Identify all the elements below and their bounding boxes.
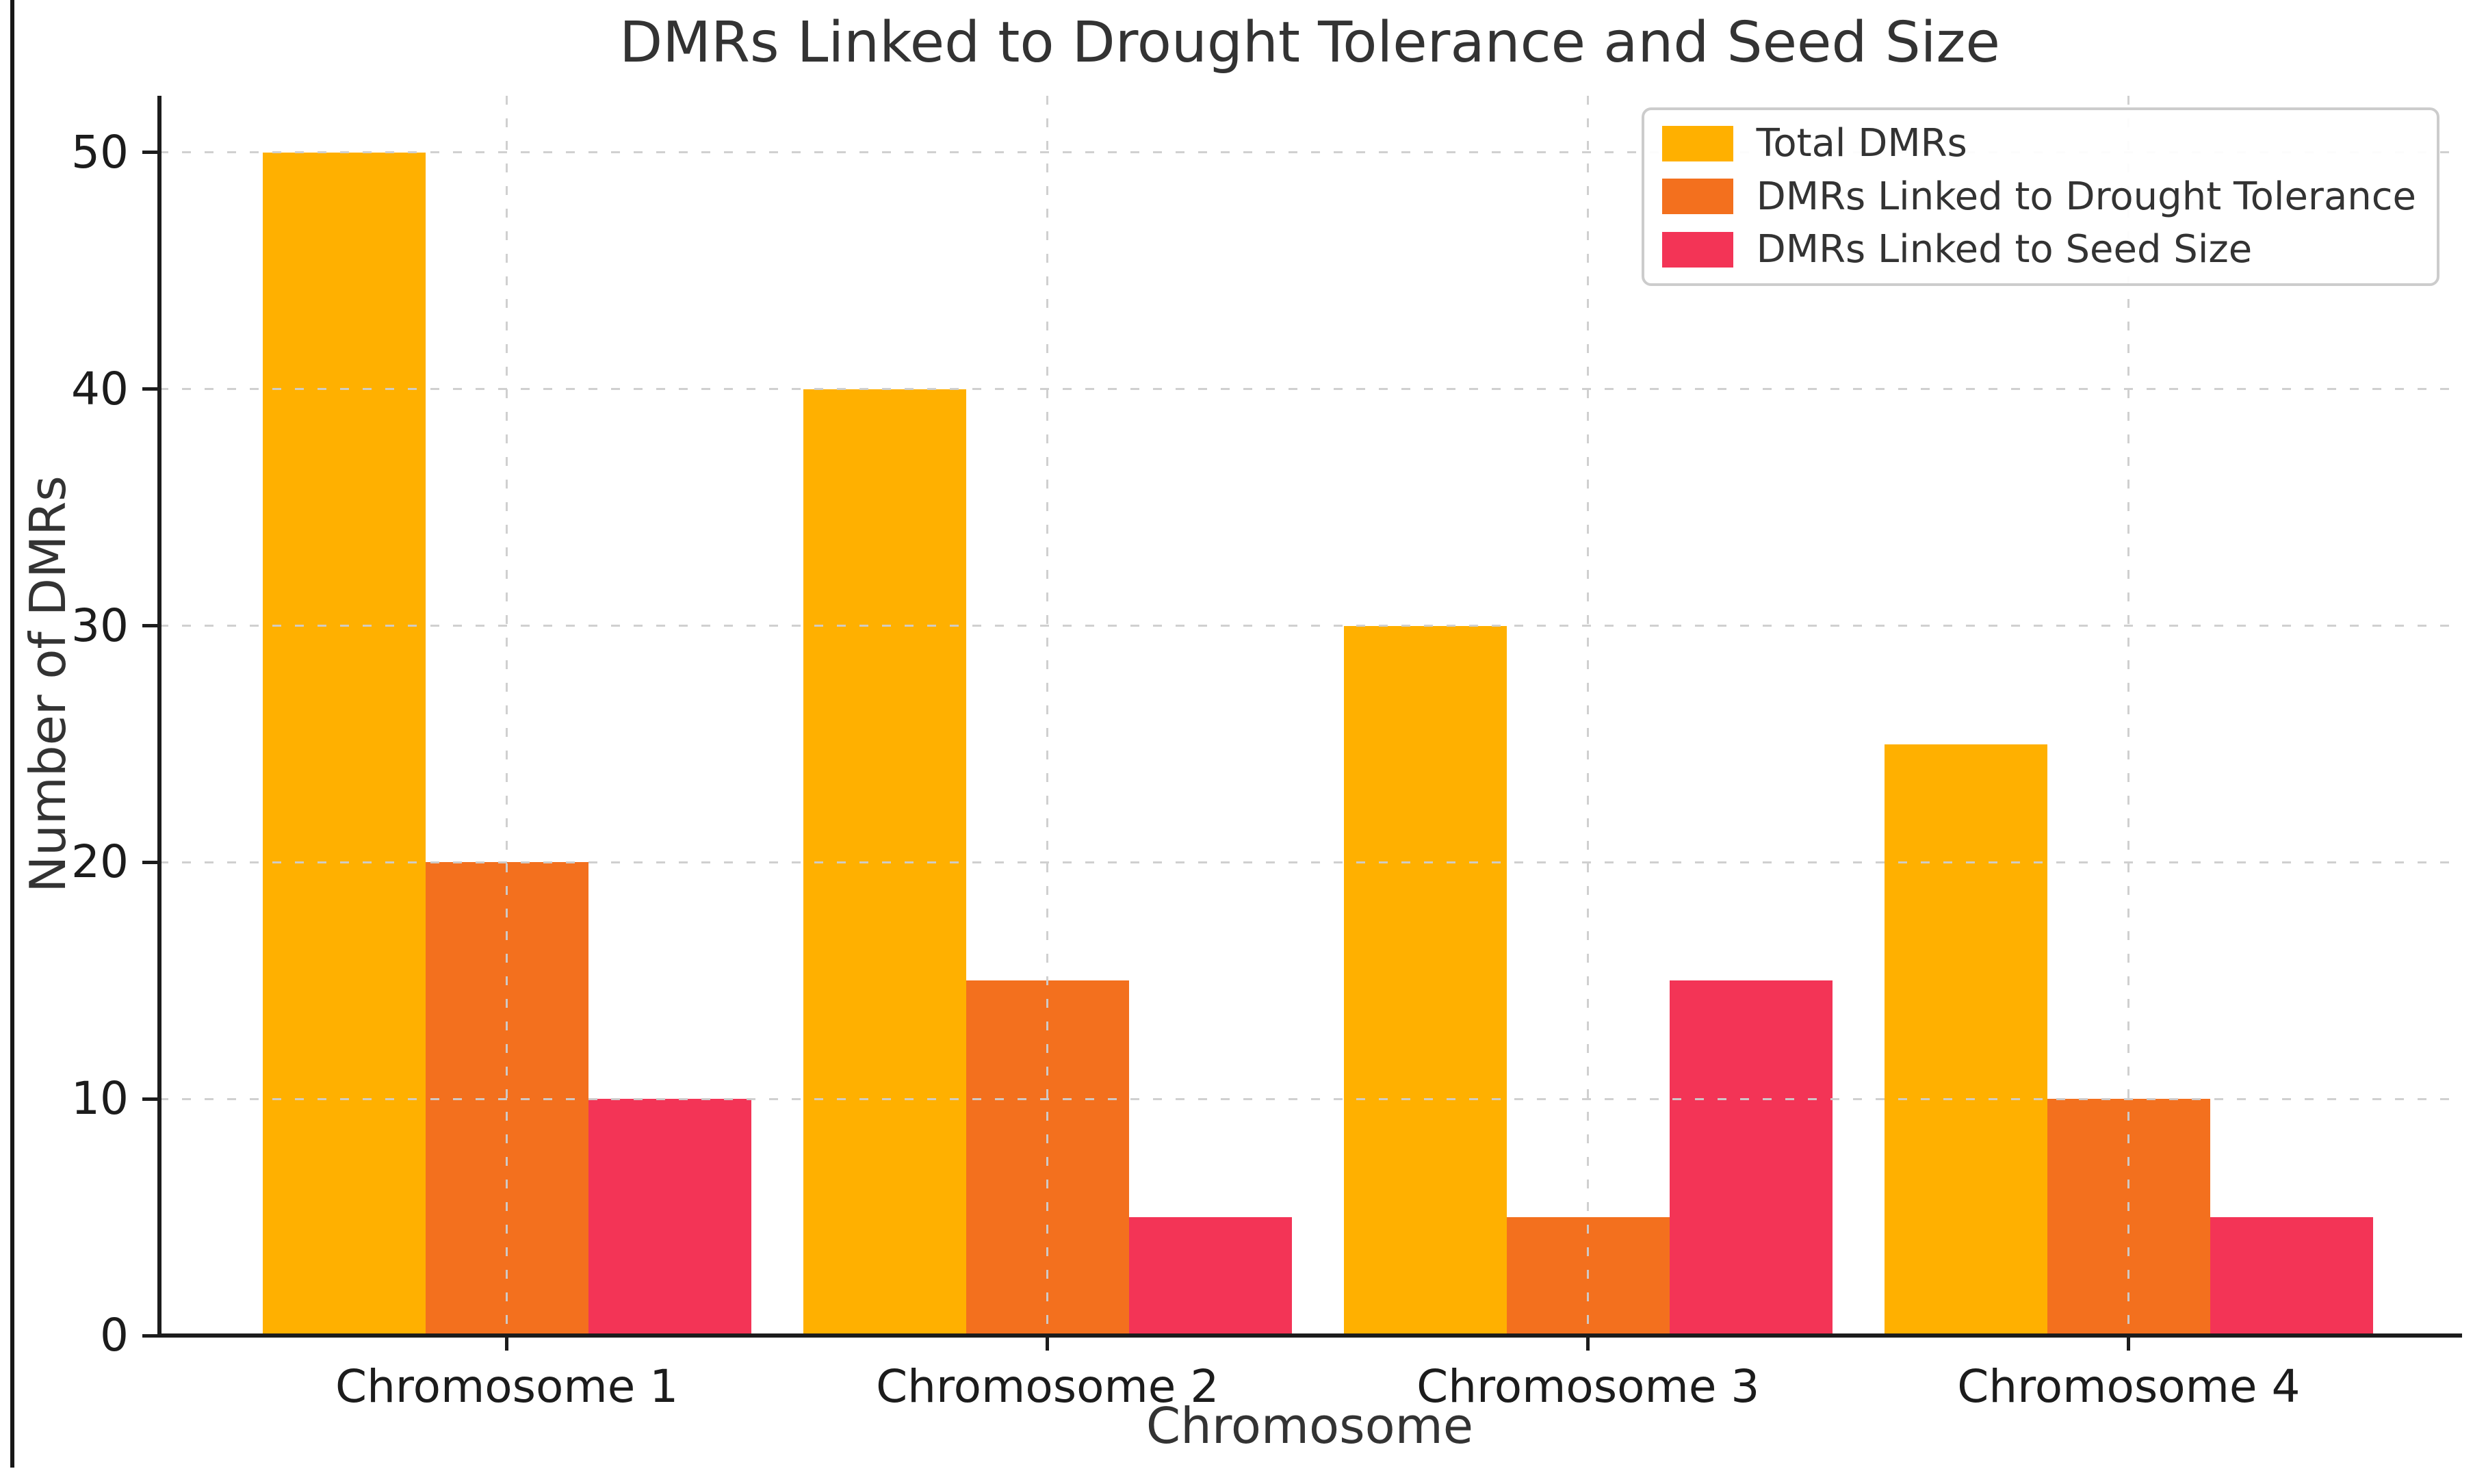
chart-title: DMRs Linked to Drought Tolerance and See…	[619, 10, 2000, 75]
y-axis-label: Number of DMRs	[19, 476, 77, 893]
bar-total-dmrs-chromosome-1	[262, 153, 426, 1336]
x-tick-label-chromosome-1: Chromosome 1	[335, 1360, 679, 1413]
legend-label-dmrs-linked-to-seed-size: DMRs Linked to Seed Size	[1756, 227, 2253, 272]
y-tick-label-40: 40	[71, 362, 129, 415]
bar-dmrs-linked-to-seed-size-chromosome-2	[1128, 1217, 1292, 1336]
x-tick-label-chromosome-3: Chromosome 3	[1416, 1360, 1760, 1413]
gridline-h-50	[159, 151, 2460, 154]
y-tick-20	[142, 860, 157, 864]
y-tick-50	[142, 151, 157, 155]
x-tick-chromosome-2	[1046, 1336, 1050, 1351]
plot-area: 0 10 20 30 40 50 Chromosome 1 Chromosome 2 Chrom…	[71, 96, 2462, 1413]
y-tick-30	[142, 624, 157, 628]
legend-swatch-dmrs-linked-to-seed-size	[1661, 231, 1733, 268]
legend-item-dmrs-linked-to-seed-size: DMRs Linked to Seed Size	[1661, 227, 2416, 272]
legend-label-dmrs-linked-to-drought-tolerance: DMRs Linked to Drought Tolerance	[1756, 174, 2416, 219]
x-tick-label-chromosome-2: Chromosome 2	[876, 1360, 1219, 1413]
y-tick-0	[142, 1333, 157, 1338]
y-tick-label-20: 20	[71, 835, 129, 889]
legend-swatch-dmrs-linked-to-drought-tolerance	[1661, 179, 1733, 215]
x-tick-label-chromosome-4: Chromosome 4	[1957, 1360, 2301, 1413]
gridline-h-10	[159, 1097, 2460, 1100]
bar-total-dmrs-chromosome-3	[1343, 625, 1507, 1336]
bar-dmrs-linked-to-seed-size-chromosome-3	[1669, 980, 1833, 1336]
legend-item-total-dmrs: Total DMRs	[1661, 121, 2416, 166]
y-tick-10	[142, 1097, 157, 1101]
bar-total-dmrs-chromosome-4	[1884, 744, 2047, 1336]
y-tick-40	[142, 387, 157, 391]
x-tick-chromosome-4	[2127, 1336, 2131, 1351]
gridline-h-20	[159, 861, 2460, 863]
legend-swatch-total-dmrs	[1661, 125, 1733, 161]
gridline-v-chromosome-2	[1046, 96, 1049, 1336]
gridline-v-chromosome-3	[1587, 96, 1590, 1336]
bar-dmrs-linked-to-seed-size-chromosome-4	[2210, 1217, 2373, 1336]
legend-label-total-dmrs: Total DMRs	[1756, 121, 1967, 166]
gridline-v-chromosome-4	[2127, 96, 2130, 1336]
gridline-h-30	[159, 625, 2460, 627]
y-tick-label-0: 0	[100, 1309, 129, 1362]
y-tick-label-30: 30	[71, 599, 129, 652]
legend: Total DMRs DMRs Linked to Drought Toleran…	[1641, 107, 2439, 286]
legend-item-dmrs-linked-to-drought-tolerance: DMRs Linked to Drought Tolerance	[1661, 174, 2416, 219]
bar-dmrs-linked-to-seed-size-chromosome-1	[588, 1099, 751, 1336]
x-tick-chromosome-1	[505, 1336, 509, 1351]
y-tick-label-50: 50	[71, 125, 129, 179]
y-tick-label-10: 10	[71, 1072, 129, 1125]
gridline-h-40	[159, 388, 2460, 391]
y-axis-spine	[157, 96, 161, 1336]
x-axis-label: Chromosome	[1145, 1397, 1474, 1455]
x-axis-spine	[157, 1333, 2462, 1338]
window-left-border	[10, 0, 14, 1468]
x-tick-chromosome-3	[1586, 1336, 1590, 1351]
gridline-v-chromosome-1	[506, 96, 508, 1336]
